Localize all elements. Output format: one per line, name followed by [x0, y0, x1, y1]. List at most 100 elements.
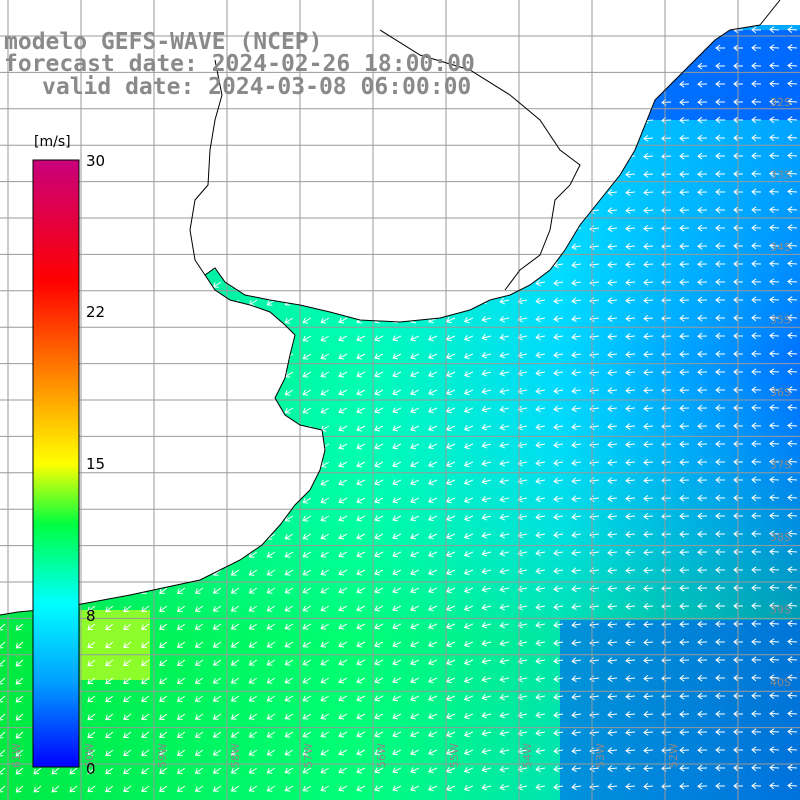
wind-arrow	[499, 315, 510, 323]
wind-arrow	[661, 26, 672, 34]
wind-arrow	[535, 351, 546, 359]
wind-arrow	[625, 549, 636, 556]
wind-arrow	[194, 587, 204, 594]
wind-arrow	[446, 569, 456, 576]
wind-arrow	[392, 443, 402, 450]
wind-arrow	[625, 729, 636, 736]
wind-arrow	[374, 245, 384, 252]
wind-arrow	[392, 551, 402, 558]
wind-arrow	[446, 29, 456, 36]
wind-arrow	[230, 767, 240, 774]
wind-arrow	[751, 548, 762, 556]
wind-arrow	[553, 225, 564, 233]
wind-arrow	[392, 785, 402, 792]
wind-arrow	[392, 461, 402, 468]
wind-arrow	[356, 461, 366, 468]
wind-arrow	[428, 497, 438, 504]
wind-arrow	[266, 605, 276, 612]
wind-arrow	[787, 314, 798, 322]
wind-arrow	[517, 81, 528, 89]
wind-arrow	[553, 639, 564, 647]
wind-arrow	[428, 101, 438, 108]
forecast-date: forecast date: 2024-02-26 18:00:00	[4, 51, 475, 77]
wind-arrow	[123, 767, 132, 774]
wind-arrow	[177, 137, 186, 144]
wind-arrow	[697, 188, 708, 196]
wind-arrow	[15, 623, 24, 631]
wind-arrow	[679, 314, 690, 322]
wind-arrow	[177, 641, 186, 648]
wind-arrow	[463, 154, 474, 162]
wind-arrow	[87, 173, 96, 181]
wind-arrow	[607, 423, 618, 430]
wind-arrow	[553, 279, 564, 287]
wind-arrow	[571, 243, 582, 251]
wind-arrow	[392, 731, 402, 738]
wind-arrow	[177, 443, 186, 450]
wind-arrow	[751, 728, 762, 736]
wind-arrow	[284, 641, 294, 648]
wind-arrow	[284, 101, 294, 108]
wind-arrow	[212, 551, 222, 558]
wind-arrow	[230, 605, 240, 612]
wind-arrow	[374, 425, 384, 432]
wind-arrow	[105, 371, 114, 379]
wind-arrow	[463, 262, 474, 270]
wind-arrow	[733, 242, 744, 250]
wind-arrow	[159, 533, 168, 540]
wind-arrow	[320, 695, 330, 702]
wind-arrow	[302, 713, 312, 720]
wind-arrow	[769, 476, 780, 484]
wind-arrow	[553, 513, 564, 521]
wind-arrow	[123, 605, 132, 612]
wind-arrow	[733, 422, 744, 430]
wind-arrow	[481, 117, 492, 125]
wind-arrow	[159, 551, 168, 558]
wind-arrow	[15, 317, 24, 325]
wind-arrow	[697, 566, 708, 574]
wind-arrow	[194, 335, 204, 342]
wind-arrow	[248, 533, 258, 540]
wind-arrow	[446, 479, 456, 486]
wind-arrow	[15, 353, 24, 361]
wind-arrow	[0, 317, 6, 325]
wind-arrow	[374, 137, 384, 144]
wind-arrow	[123, 785, 132, 792]
wind-arrow	[356, 497, 366, 504]
wind-arrow	[0, 263, 6, 271]
wind-arrow	[571, 297, 582, 305]
wind-arrow	[517, 441, 528, 449]
wind-arrow	[248, 731, 258, 738]
wind-arrow	[141, 677, 150, 684]
wind-arrow	[15, 515, 24, 523]
wind-arrow	[15, 389, 24, 397]
wind-arrow	[320, 677, 330, 684]
wind-arrow	[15, 371, 24, 379]
wind-arrow	[320, 245, 330, 252]
wind-arrow	[679, 386, 690, 394]
wind-arrow	[643, 459, 654, 466]
wind-arrow	[338, 461, 348, 468]
wind-arrow	[123, 389, 132, 396]
wind-arrow	[159, 353, 168, 360]
wind-arrow	[159, 317, 168, 324]
wind-arrow	[733, 80, 744, 88]
wind-arrow	[481, 207, 492, 215]
wind-arrow	[535, 333, 546, 341]
wind-arrow	[230, 713, 240, 720]
wind-arrow	[410, 731, 420, 738]
wind-arrow	[625, 603, 636, 610]
wind-arrow	[751, 314, 762, 322]
wind-arrow	[248, 623, 258, 630]
wind-arrow	[625, 243, 636, 250]
wind-arrow	[15, 245, 24, 253]
wind-arrow	[733, 62, 744, 70]
wind-arrow	[141, 263, 150, 270]
wind-arrow	[697, 152, 708, 160]
wind-arrow	[607, 369, 618, 376]
wind-arrow	[697, 206, 708, 214]
wind-arrow	[159, 173, 168, 180]
wind-arrow	[751, 278, 762, 286]
wind-arrow	[51, 119, 60, 127]
wind-arrow	[769, 584, 780, 592]
